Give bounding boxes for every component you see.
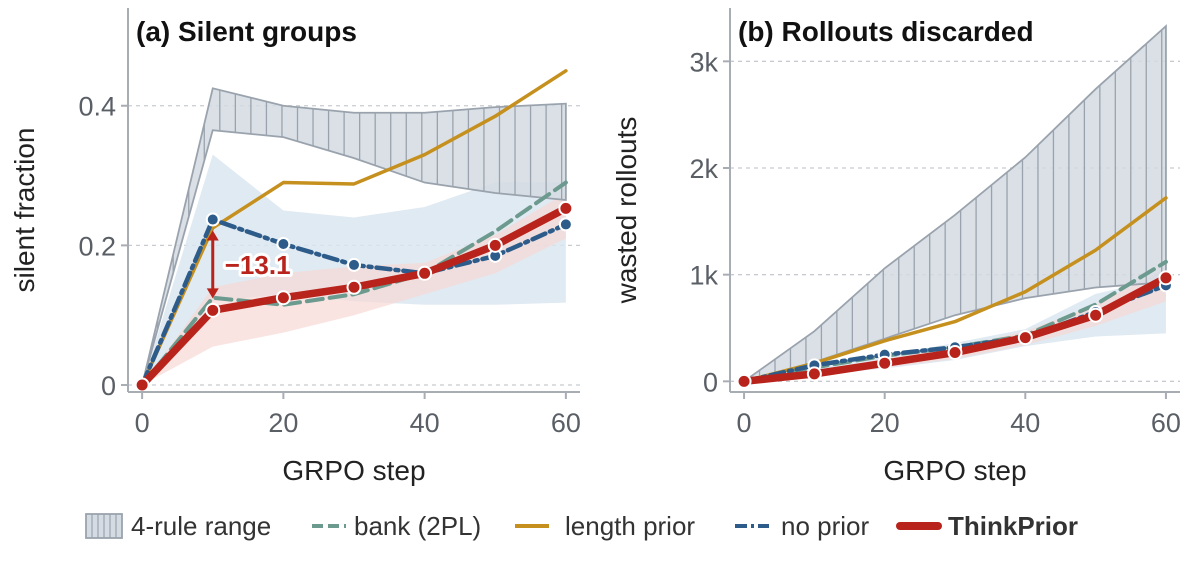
legend-label-no-prior: no prior — [781, 511, 869, 541]
y-tick-label-1: 1k — [689, 261, 718, 291]
x-tick-label-0: 0 — [737, 408, 752, 438]
y-axis-title-b: wasted rollouts — [611, 117, 642, 305]
y-tick-label-2: 2k — [689, 154, 718, 184]
y-axis-title-a: silent fraction — [9, 128, 40, 293]
point-thinkprior — [346, 279, 362, 295]
legend-label-thinkprior: ThinkPrior — [948, 511, 1078, 541]
series-line-length-prior — [140, 69, 568, 387]
point-thinkprior — [947, 345, 963, 361]
range-band-hatch — [758, 29, 1163, 378]
plot-area — [134, 69, 574, 392]
x-axis-title-a: GRPO step — [282, 455, 425, 486]
point-thinkprior — [134, 377, 150, 392]
legend-item-bank: bank (2PL) — [312, 511, 481, 541]
point-no-prior — [205, 212, 220, 227]
point-thinkprior — [877, 355, 893, 371]
point-thinkprior — [275, 290, 291, 306]
x-tick-label-1: 20 — [268, 408, 298, 438]
range-band — [743, 24, 1167, 383]
legend-item-length-prior: length prior — [515, 511, 695, 541]
panel-b: 0 1k 2k 3k 0 20 40 60 (b) Rollouts discarded GRPO… — [611, 8, 1181, 486]
annotation-arrow: −13.1−13.1 — [206, 230, 294, 299]
legend-label-bank: bank (2PL) — [354, 511, 481, 541]
point-thinkprior — [1158, 270, 1174, 286]
point-no-prior — [276, 236, 291, 251]
y-tick-label-1: 0.2 — [78, 231, 116, 261]
x-tick-label-1: 20 — [870, 408, 900, 438]
range-band — [141, 87, 567, 386]
x-tick-label-2: 40 — [410, 408, 440, 438]
annotation-label: −13.1 — [225, 250, 291, 280]
point-no-prior — [558, 217, 573, 232]
y-tick-label-2: 0.4 — [78, 92, 116, 122]
annotation-label-halo: −13.1 — [225, 250, 291, 280]
legend-item-no-prior: no prior — [735, 511, 869, 541]
x-tick-label-2: 40 — [1010, 408, 1040, 438]
plot-area — [736, 24, 1174, 389]
point-no-prior — [347, 257, 361, 272]
point-thinkprior — [487, 237, 503, 253]
x-tick-label-3: 60 — [1151, 408, 1181, 438]
legend-label-length-prior: length prior — [565, 511, 695, 541]
panel-title-a: (a) Silent groups — [136, 16, 357, 47]
x-axis-title-b: GRPO step — [883, 455, 1026, 486]
point-thinkprior — [1088, 307, 1104, 323]
legend-label-range: 4-rule range — [131, 511, 271, 541]
point-thinkprior — [736, 373, 752, 389]
panel-title-b: (b) Rollouts discarded — [738, 16, 1034, 47]
point-thinkprior — [806, 366, 822, 382]
point-thinkprior — [417, 265, 433, 281]
point-thinkprior — [1017, 330, 1033, 346]
y-tick-label-0: 0 — [703, 367, 718, 397]
panel-a: −13.1−13.1 0 0.2 0.4 0 20 40 60 (a) Silent group… — [9, 8, 581, 486]
legend-item-thinkprior: ThinkPrior — [896, 511, 1078, 541]
x-tick-label-0: 0 — [135, 408, 150, 438]
legend-item-range: 4-rule range — [85, 511, 271, 541]
point-thinkprior — [205, 302, 221, 318]
legend: 4-rule range bank (2PL) length prior no pri… — [85, 511, 1078, 541]
y-tick-label-3: 3k — [689, 47, 718, 77]
y-tick-label-0: 0 — [101, 371, 116, 401]
x-tick-label-3: 60 — [551, 408, 581, 438]
point-thinkprior — [558, 200, 574, 216]
annotation-arrow-head-up — [206, 230, 219, 241]
annotation-arrow-head-down — [206, 288, 219, 299]
